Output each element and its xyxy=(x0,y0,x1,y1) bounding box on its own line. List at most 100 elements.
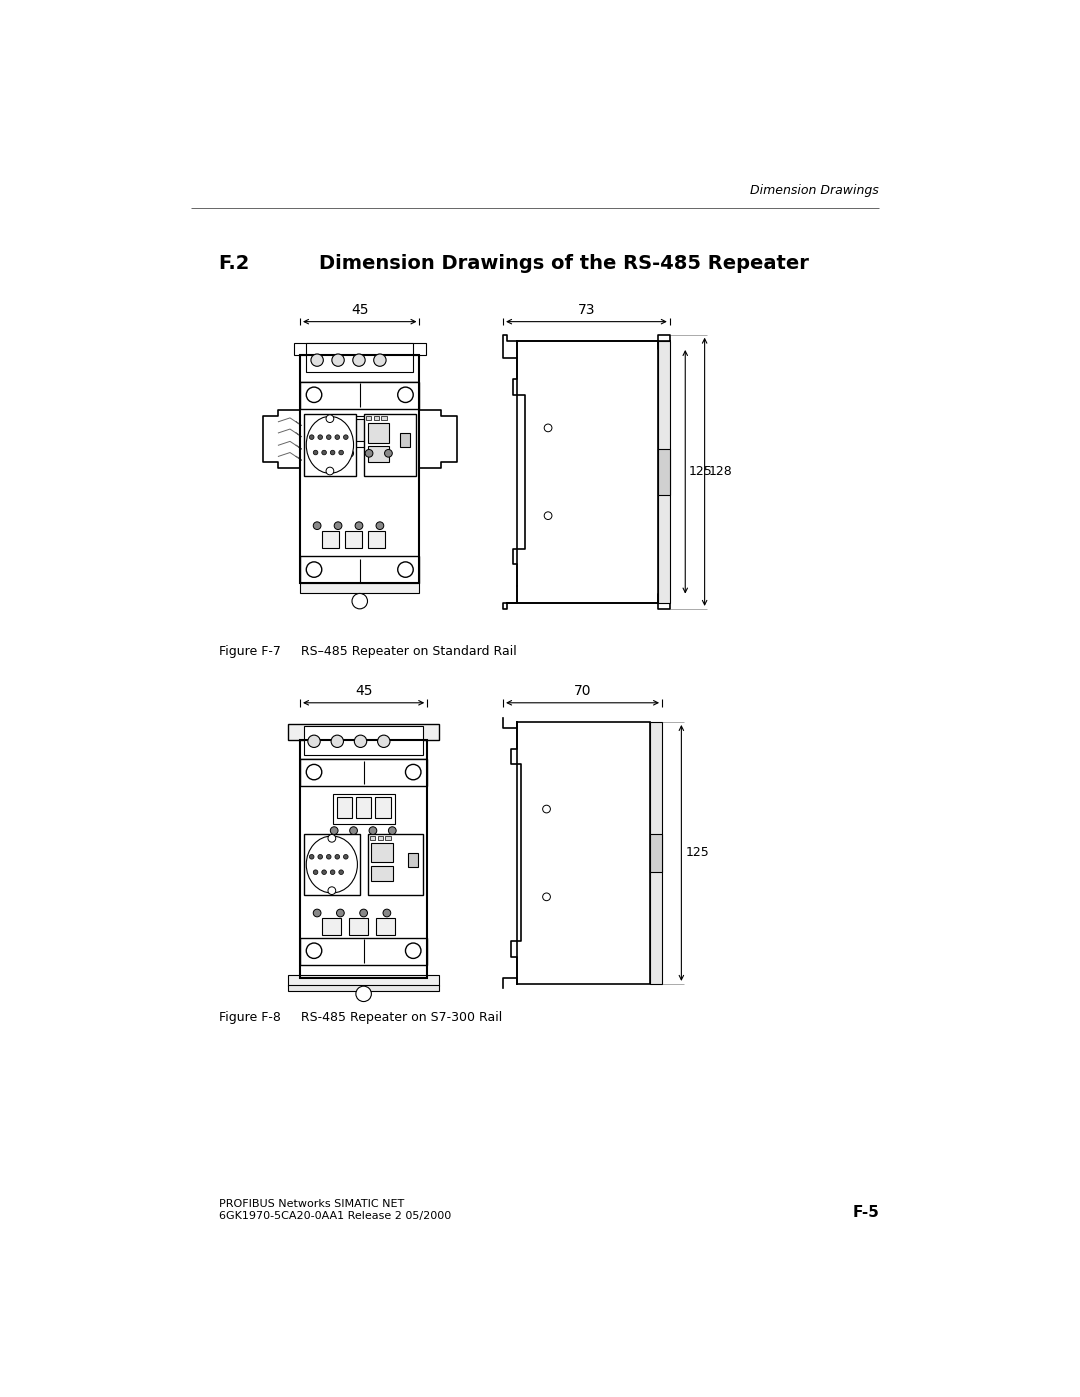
Circle shape xyxy=(343,434,348,440)
Bar xyxy=(517,341,658,602)
Bar xyxy=(367,423,389,443)
Ellipse shape xyxy=(307,416,353,474)
Text: F-5: F-5 xyxy=(852,1204,879,1220)
Bar xyxy=(294,344,426,355)
Text: Dimension Drawings of the RS-485 Repeater: Dimension Drawings of the RS-485 Repeate… xyxy=(320,254,809,272)
Circle shape xyxy=(332,353,345,366)
Circle shape xyxy=(356,986,372,1002)
Bar xyxy=(307,344,414,373)
Bar xyxy=(658,448,670,495)
Bar xyxy=(300,740,428,978)
Text: 125: 125 xyxy=(685,847,708,859)
Bar xyxy=(368,531,386,548)
Circle shape xyxy=(353,353,365,366)
Circle shape xyxy=(307,943,322,958)
Text: Figure F-8     RS-485 Repeater on S7-300 Rail: Figure F-8 RS-485 Repeater on S7-300 Rai… xyxy=(218,1011,502,1024)
Bar xyxy=(381,416,387,420)
Circle shape xyxy=(337,909,345,916)
Circle shape xyxy=(405,943,421,958)
Bar xyxy=(364,414,416,475)
Bar xyxy=(303,414,356,475)
Bar xyxy=(288,975,438,986)
Text: 45: 45 xyxy=(355,685,373,698)
Circle shape xyxy=(326,415,334,422)
Circle shape xyxy=(313,909,321,916)
Bar xyxy=(300,556,419,584)
Bar xyxy=(303,726,423,756)
Bar xyxy=(322,531,339,548)
Circle shape xyxy=(328,834,336,842)
Bar xyxy=(352,419,367,441)
Circle shape xyxy=(308,735,321,747)
Circle shape xyxy=(397,387,414,402)
Circle shape xyxy=(339,870,343,875)
Bar xyxy=(372,419,387,441)
Circle shape xyxy=(311,353,323,366)
Bar xyxy=(650,834,662,872)
Circle shape xyxy=(365,450,373,457)
Circle shape xyxy=(544,511,552,520)
Circle shape xyxy=(542,893,551,901)
Bar xyxy=(658,341,670,602)
Circle shape xyxy=(326,450,334,457)
Text: 45: 45 xyxy=(351,303,368,317)
Circle shape xyxy=(339,450,343,455)
Circle shape xyxy=(330,870,335,875)
Circle shape xyxy=(352,594,367,609)
Circle shape xyxy=(384,450,392,457)
Circle shape xyxy=(322,450,326,455)
Bar xyxy=(408,854,418,866)
Circle shape xyxy=(330,450,335,455)
Bar xyxy=(349,918,368,936)
Circle shape xyxy=(405,764,421,780)
Circle shape xyxy=(307,562,322,577)
Text: 73: 73 xyxy=(578,303,595,317)
Circle shape xyxy=(544,425,552,432)
Circle shape xyxy=(397,562,414,577)
Bar xyxy=(333,419,348,441)
Circle shape xyxy=(330,827,338,834)
Circle shape xyxy=(378,735,390,747)
Text: 128: 128 xyxy=(708,465,732,478)
Bar xyxy=(367,834,423,895)
Bar xyxy=(300,759,428,787)
Bar xyxy=(374,416,379,420)
Circle shape xyxy=(313,522,321,529)
Bar xyxy=(345,531,362,548)
Circle shape xyxy=(369,827,377,834)
Circle shape xyxy=(307,387,322,402)
Text: PROFIBUS Networks SIMATIC NET: PROFIBUS Networks SIMATIC NET xyxy=(218,1200,404,1210)
Circle shape xyxy=(350,827,357,834)
Text: 6GK1970-5CA20-0AA1 Release 2 05/2000: 6GK1970-5CA20-0AA1 Release 2 05/2000 xyxy=(218,1211,451,1221)
Bar xyxy=(303,834,360,895)
Bar xyxy=(328,416,391,447)
Text: F.2: F.2 xyxy=(218,254,251,272)
Circle shape xyxy=(313,870,318,875)
Circle shape xyxy=(326,434,332,440)
Bar xyxy=(356,796,372,819)
Text: 125: 125 xyxy=(689,465,713,478)
Circle shape xyxy=(326,855,332,859)
Circle shape xyxy=(542,805,551,813)
Bar xyxy=(400,433,410,447)
Circle shape xyxy=(318,434,323,440)
Circle shape xyxy=(318,855,323,859)
Circle shape xyxy=(335,434,339,440)
Bar xyxy=(650,722,662,983)
Circle shape xyxy=(326,467,334,475)
Circle shape xyxy=(334,522,342,529)
Bar xyxy=(300,584,419,592)
Bar xyxy=(378,835,383,840)
Bar xyxy=(300,381,419,409)
Bar xyxy=(288,725,438,740)
Bar xyxy=(376,918,395,936)
Circle shape xyxy=(322,870,326,875)
Circle shape xyxy=(335,855,339,859)
Bar xyxy=(366,416,372,420)
Bar xyxy=(517,722,650,983)
Circle shape xyxy=(383,909,391,916)
Text: Dimension Drawings: Dimension Drawings xyxy=(751,184,879,197)
Circle shape xyxy=(307,764,322,780)
Bar xyxy=(372,866,393,882)
Bar xyxy=(333,793,394,824)
